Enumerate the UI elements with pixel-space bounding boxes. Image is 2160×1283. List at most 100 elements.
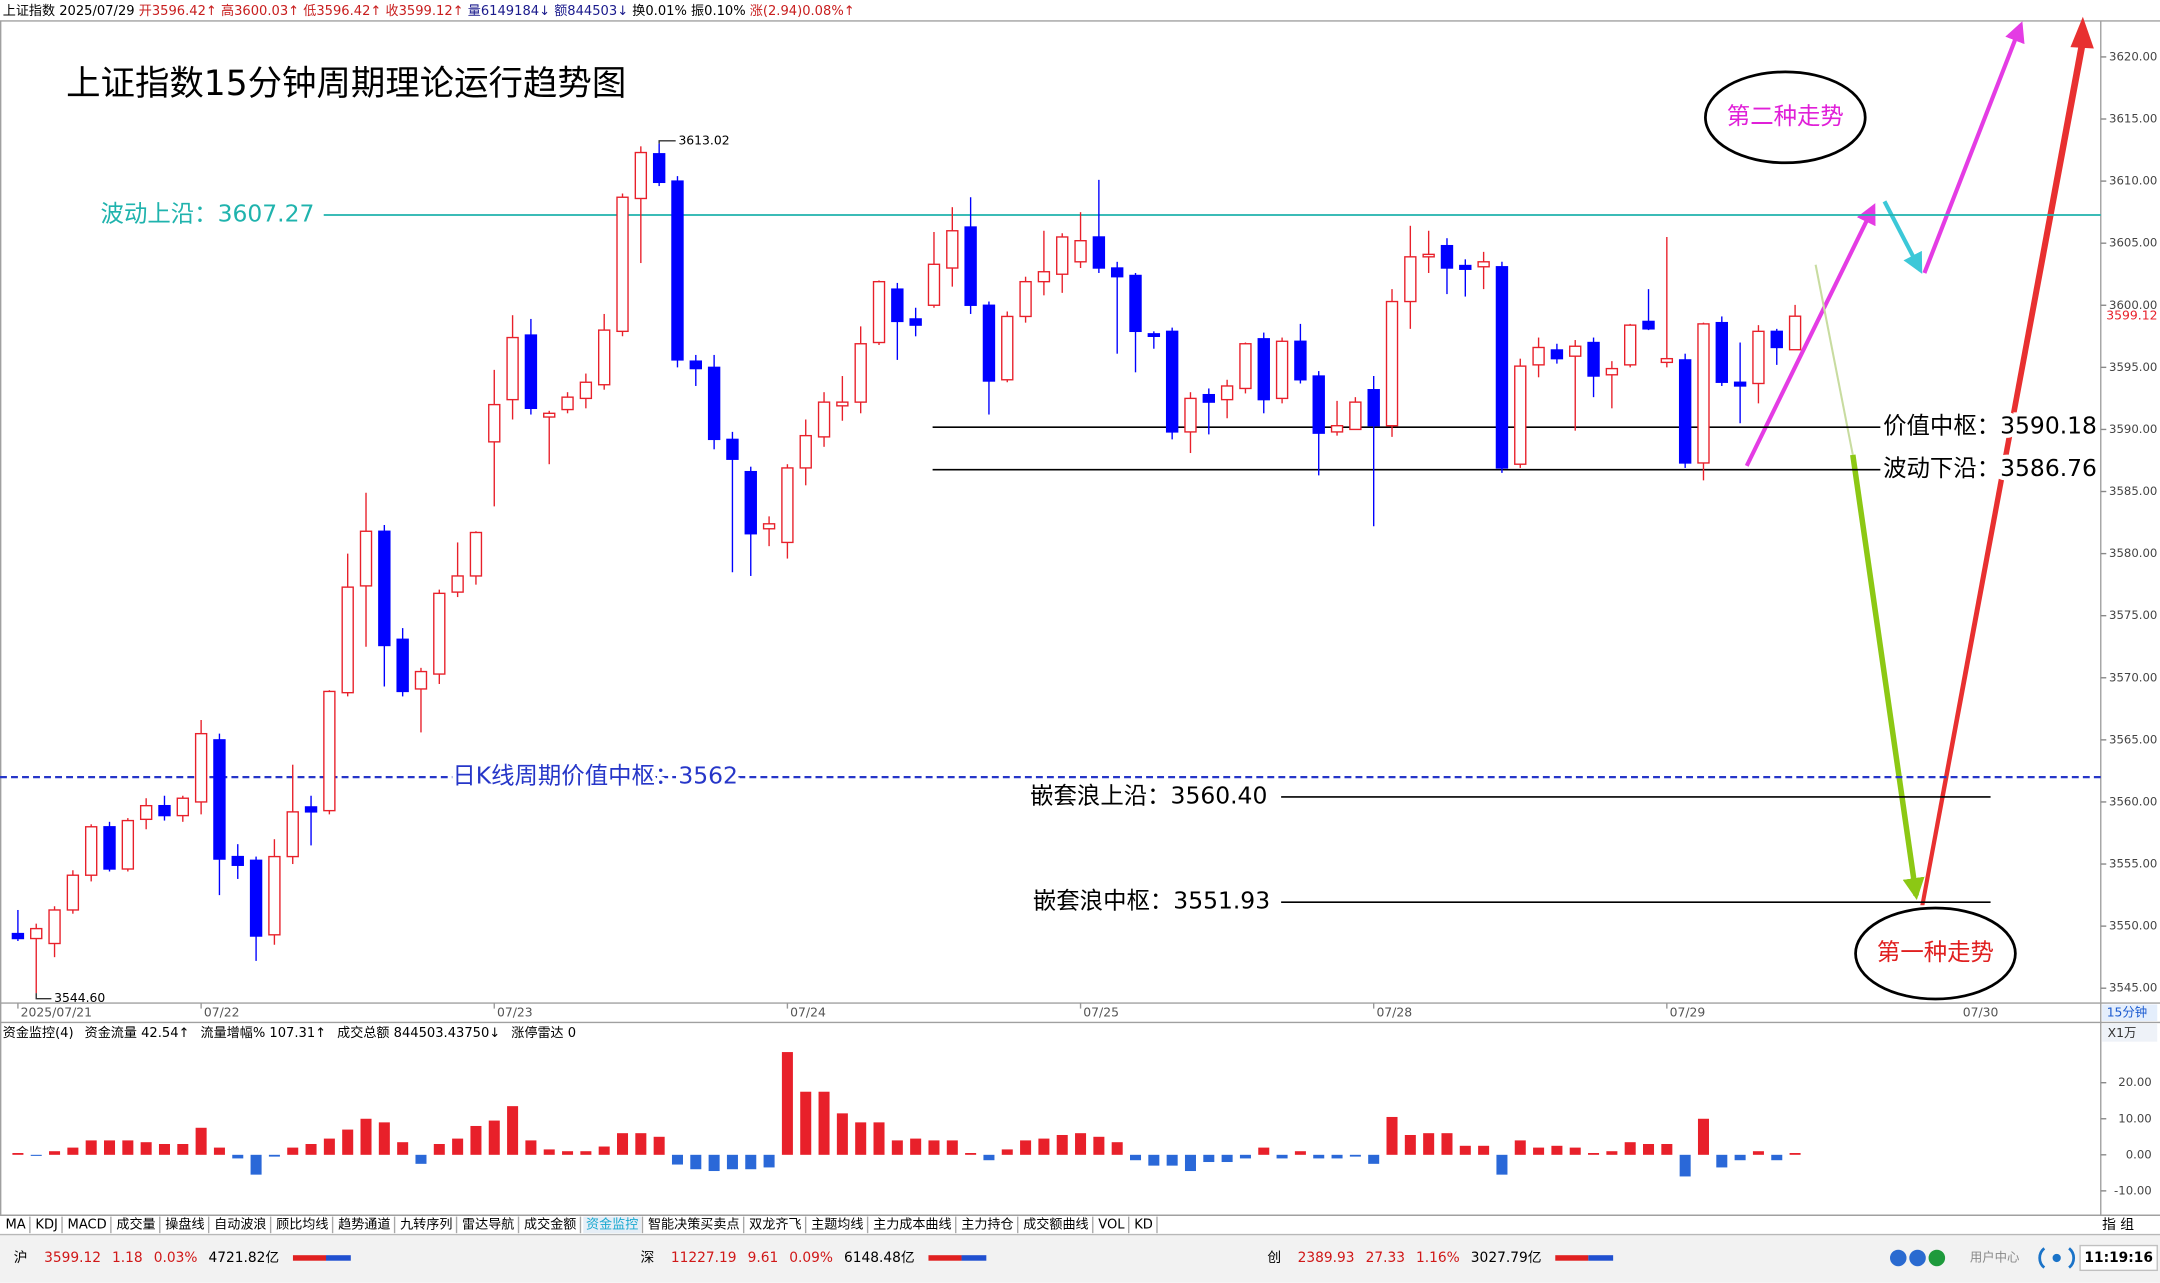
candle-body bbox=[249, 859, 263, 937]
candle-body bbox=[1459, 264, 1472, 270]
bar bbox=[1404, 1134, 1416, 1155]
candle-body bbox=[286, 811, 299, 858]
bar bbox=[763, 1154, 775, 1168]
tab[interactable]: 智能决策买卖点 bbox=[648, 1215, 740, 1232]
panel-title: 资金监控(4) bbox=[3, 1025, 74, 1041]
arrow bbox=[1744, 203, 1876, 467]
period-box[interactable] bbox=[2102, 1004, 2158, 1022]
tab[interactable]: 自动波浪 bbox=[214, 1216, 266, 1232]
candle-body bbox=[597, 329, 611, 386]
candle-body bbox=[1752, 330, 1765, 385]
candle-body bbox=[872, 280, 886, 344]
candle-body bbox=[854, 343, 867, 403]
tab[interactable]: KD bbox=[1134, 1217, 1153, 1232]
bar bbox=[1001, 1149, 1013, 1155]
bar bbox=[1478, 1145, 1490, 1155]
icon[interactable] bbox=[1928, 1249, 1946, 1267]
tab[interactable]: MA bbox=[6, 1217, 26, 1232]
candle-body bbox=[616, 196, 629, 333]
bar bbox=[910, 1138, 922, 1155]
status-value: 3599.12 bbox=[44, 1250, 101, 1266]
tab[interactable]: 主力成本曲线 bbox=[873, 1216, 951, 1232]
arrow bbox=[1850, 454, 1925, 901]
candle-body bbox=[1623, 324, 1637, 366]
candle-body bbox=[1642, 320, 1655, 330]
user-center[interactable]: 用户中心 bbox=[1970, 1249, 2020, 1264]
level-label: 日K线周期价值中枢：3562 bbox=[452, 762, 738, 790]
bar bbox=[965, 1153, 977, 1155]
bar bbox=[1313, 1154, 1325, 1159]
tab[interactable]: 成交量 bbox=[116, 1215, 155, 1232]
chart-title: 上证指数15分钟周期理论运行趋势图 bbox=[66, 64, 626, 104]
tab-right[interactable]: 指 组 bbox=[2102, 1217, 2134, 1233]
arrow bbox=[1814, 264, 1854, 456]
bar bbox=[1368, 1154, 1380, 1164]
x-tick-label: 07/24 bbox=[790, 1004, 826, 1019]
tab[interactable]: 双龙齐飞 bbox=[749, 1216, 801, 1232]
bar bbox=[1166, 1154, 1178, 1166]
tab[interactable]: 顾比均线 bbox=[276, 1216, 328, 1232]
status-bar-up bbox=[1555, 1255, 1589, 1261]
tab[interactable]: 主力持仓 bbox=[961, 1216, 1013, 1232]
level-label: 嵌套浪上沿：3560.40 bbox=[1030, 781, 1267, 809]
tab[interactable]: 雷达导航 bbox=[462, 1216, 514, 1232]
tab[interactable]: 主题均线 bbox=[811, 1216, 863, 1232]
candle-body bbox=[378, 530, 391, 647]
candle-body bbox=[1239, 343, 1252, 390]
candle-body bbox=[176, 797, 189, 817]
icon[interactable] bbox=[1890, 1249, 1907, 1267]
bar bbox=[213, 1147, 225, 1155]
period-label[interactable]: 15分钟 bbox=[2107, 1004, 2148, 1019]
header-item: 高3600.03↑ bbox=[221, 2, 299, 19]
bar bbox=[580, 1151, 592, 1155]
clock-box bbox=[2079, 1244, 2158, 1272]
candle-body bbox=[707, 366, 721, 441]
tab[interactable]: 资金监控 bbox=[586, 1216, 638, 1232]
candle-body bbox=[1129, 274, 1142, 333]
tab[interactable]: 成交额曲线 bbox=[1023, 1215, 1088, 1232]
candle-body bbox=[1257, 338, 1270, 401]
tab[interactable]: 九转序列 bbox=[400, 1216, 452, 1232]
bar bbox=[507, 1106, 519, 1155]
status-bar-up bbox=[292, 1255, 327, 1261]
y-tick-label: 3565.00 bbox=[2109, 732, 2157, 746]
candle-body bbox=[469, 531, 483, 577]
tab[interactable]: VOL bbox=[1098, 1217, 1125, 1232]
candle-body bbox=[1697, 323, 1710, 464]
candle-body bbox=[781, 467, 794, 544]
bar bbox=[1734, 1154, 1746, 1161]
candle-body bbox=[1110, 267, 1124, 278]
bar bbox=[1624, 1142, 1636, 1155]
candle-body bbox=[909, 318, 922, 326]
icon[interactable] bbox=[1909, 1249, 1926, 1267]
header-item: 开3596.42↑ bbox=[139, 4, 217, 19]
candle-body bbox=[1165, 330, 1179, 433]
bar bbox=[745, 1154, 757, 1170]
icon bbox=[2038, 1247, 2076, 1269]
tab[interactable]: 操盘线 bbox=[165, 1215, 204, 1232]
candle-body bbox=[213, 739, 226, 860]
bar bbox=[1221, 1154, 1233, 1163]
bar bbox=[1349, 1154, 1361, 1157]
bar bbox=[158, 1143, 170, 1155]
candle-body bbox=[524, 334, 538, 410]
tab-active bbox=[583, 1216, 642, 1234]
candle-body bbox=[982, 304, 996, 382]
candle-body bbox=[48, 909, 61, 945]
bar bbox=[1258, 1147, 1270, 1155]
tab[interactable]: KDJ bbox=[35, 1217, 58, 1232]
x-tick-label: 07/29 bbox=[1670, 1004, 1706, 1019]
bar bbox=[30, 1154, 42, 1156]
tab[interactable]: MACD bbox=[68, 1217, 107, 1232]
candle-body bbox=[1660, 357, 1674, 364]
candle-body bbox=[1092, 236, 1106, 269]
bar bbox=[452, 1138, 464, 1155]
candle-body bbox=[1569, 345, 1582, 357]
candle-body bbox=[121, 819, 135, 870]
tab[interactable]: 趋势通道 bbox=[338, 1216, 390, 1232]
candle-body bbox=[799, 434, 812, 469]
tab[interactable]: 成交金额 bbox=[524, 1215, 576, 1232]
y-tick-label: -10.00 bbox=[2114, 1183, 2152, 1197]
candle-body bbox=[1056, 236, 1069, 275]
